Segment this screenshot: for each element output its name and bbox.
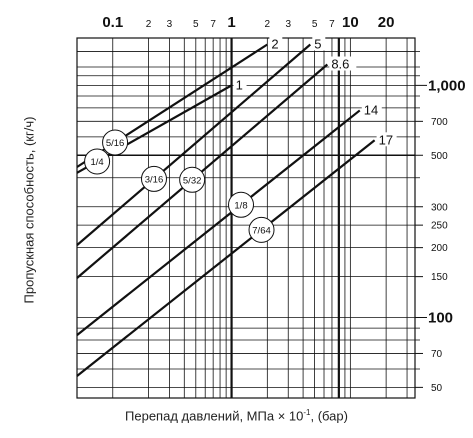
series-circle-label: 1/4 bbox=[90, 157, 103, 168]
chart-ticks: 0.1 2 3 5 7 1 2 3 5 7 10 201,0007005003002502001501… bbox=[102, 14, 465, 394]
series-end-label: 8.6 bbox=[331, 57, 349, 72]
x-tick-label: 3 bbox=[285, 19, 291, 30]
series-circle bbox=[248, 216, 275, 243]
x-axis-label-suffix: , (бар) bbox=[310, 408, 348, 424]
y-tick-label: 150 bbox=[431, 272, 448, 283]
series-circle bbox=[84, 148, 111, 175]
y-tick-label: 200 bbox=[431, 243, 448, 254]
y-tick-label: 700 bbox=[431, 117, 448, 128]
series-circle bbox=[179, 166, 206, 193]
x-tick-label: 0.1 bbox=[102, 14, 123, 31]
x-axis-label: Перепад давлений, МПа × 10-1, (бар) bbox=[0, 408, 473, 423]
chart-grid bbox=[76, 37, 416, 399]
series-circle-label: 7/64 bbox=[252, 225, 271, 236]
x-tick-label: 20 bbox=[378, 14, 395, 31]
series-end-label: 2 bbox=[271, 37, 278, 52]
series-line bbox=[76, 63, 329, 279]
series-line bbox=[76, 139, 376, 377]
x-tick-label: 3 bbox=[167, 19, 173, 30]
series-circle-label: 5/16 bbox=[106, 138, 125, 149]
y-tick-label: 1,000 bbox=[428, 77, 466, 94]
series-end-label-bg bbox=[233, 77, 247, 92]
chart-series-circles: 1/45/16 3/16 5/32 1/8 7/64 bbox=[84, 129, 275, 243]
x-tick-label: 1 bbox=[227, 14, 235, 31]
x-tick-label: 2 bbox=[146, 19, 152, 30]
y-tick-label: 300 bbox=[431, 202, 448, 213]
series-circle-label: 1/8 bbox=[234, 200, 247, 211]
series-end-label-bg bbox=[312, 36, 326, 51]
series-line bbox=[76, 109, 361, 336]
plot-frame bbox=[76, 37, 416, 399]
series-end-label-bg bbox=[269, 36, 283, 51]
x-tick-label: 5 bbox=[193, 19, 199, 30]
series-end-label-bg bbox=[361, 102, 382, 117]
y-tick-label: 70 bbox=[431, 349, 443, 360]
series-circle-label: 3/16 bbox=[145, 174, 164, 185]
x-tick-label: 10 bbox=[342, 14, 359, 31]
series-circle-label: 5/32 bbox=[183, 175, 202, 186]
series-end-label: 17 bbox=[379, 132, 393, 147]
x-tick-label: 5 bbox=[312, 19, 318, 30]
series-circle bbox=[102, 129, 129, 156]
series-circle bbox=[228, 191, 255, 218]
series-end-label: 1 bbox=[236, 77, 243, 92]
series-end-label: 14 bbox=[364, 102, 378, 117]
y-axis-label: Пропускная способность, (кг/ч) bbox=[21, 116, 37, 304]
y-tick-label: 50 bbox=[431, 383, 443, 394]
series-end-label-bg bbox=[329, 56, 357, 71]
series-circle bbox=[140, 165, 167, 192]
x-tick-label: 2 bbox=[265, 19, 271, 30]
x-tick-label: 7 bbox=[329, 19, 335, 30]
series-line bbox=[76, 43, 312, 246]
y-tick-label: 500 bbox=[431, 151, 448, 162]
series-end-label-bg bbox=[376, 132, 397, 147]
y-axis-label-wrap: Пропускная способность, (кг/ч) bbox=[18, 65, 40, 355]
series-end-label: 5 bbox=[314, 37, 321, 52]
x-axis-label-prefix: Перепад давлений, МПа × 10 bbox=[125, 408, 304, 424]
x-tick-label: 7 bbox=[210, 19, 216, 30]
y-tick-label: 100 bbox=[428, 310, 453, 327]
y-tick-label: 250 bbox=[431, 221, 448, 232]
x-axis-label-exp: -1 bbox=[303, 408, 311, 417]
